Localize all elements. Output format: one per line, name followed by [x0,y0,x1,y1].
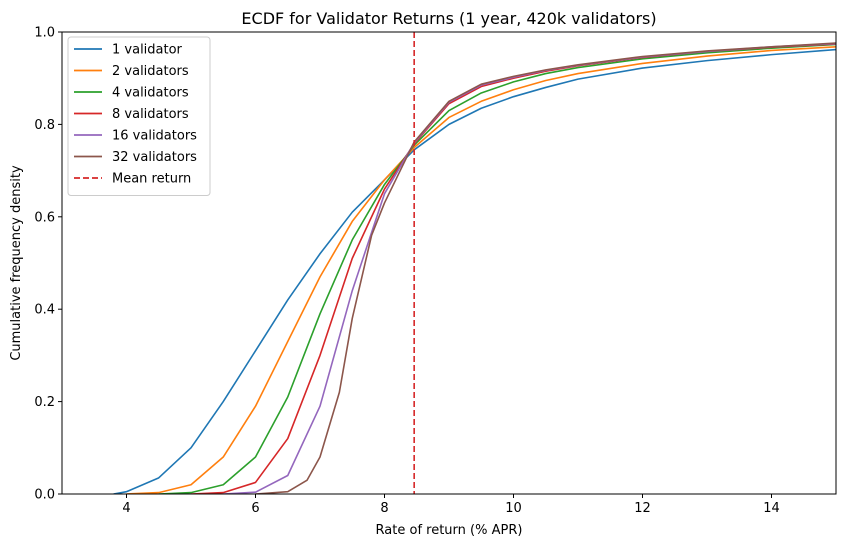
series-line-3 [158,43,836,494]
legend: 1 validator 2 validators 4 validators 8 val… [67,36,211,196]
legend-label: 32 validators [112,150,197,165]
y-axis-label: Cumulative frequency density [9,165,24,361]
series-line-5 [223,42,836,494]
x-tick-label: 6 [251,501,259,516]
series-line-2 [126,45,836,494]
chart-title: ECDF for Validator Returns (1 year, 420k… [241,9,656,28]
x-axis-label: Rate of return (% APR) [376,523,523,538]
y-tick-label: 1.0 [34,26,55,41]
series-line-1 [113,48,836,494]
plot-frame [61,31,837,495]
x-tick-label: 12 [634,501,651,516]
x-tick-label: 4 [122,501,130,516]
legend-label: 2 validators [112,64,189,79]
plot-area [113,32,836,494]
legend-label: Mean return [112,172,191,187]
y-tick-label: 0.2 [34,395,55,410]
y-tick-label: 0.8 [34,118,55,133]
x-tick-label: 10 [505,501,522,516]
legend-label: 16 validators [112,129,197,144]
y-tick-label: 0.0 [34,488,55,503]
y-tick-label: 0.4 [34,303,55,318]
y-tick-label: 0.6 [34,210,55,225]
x-axis-ticks: 4 6 8 10 12 14 [122,494,780,516]
legend-box [67,36,211,196]
legend-label: 1 validator [112,43,183,58]
series-line-6 [255,42,836,494]
x-tick-label: 8 [380,501,388,516]
legend-label: 4 validators [112,86,189,101]
legend-label: 8 validators [112,107,189,122]
y-axis-ticks: 0.0 0.2 0.4 0.6 0.8 1.0 [34,26,62,503]
x-tick-label: 14 [763,501,780,516]
series-line-4 [190,43,836,494]
